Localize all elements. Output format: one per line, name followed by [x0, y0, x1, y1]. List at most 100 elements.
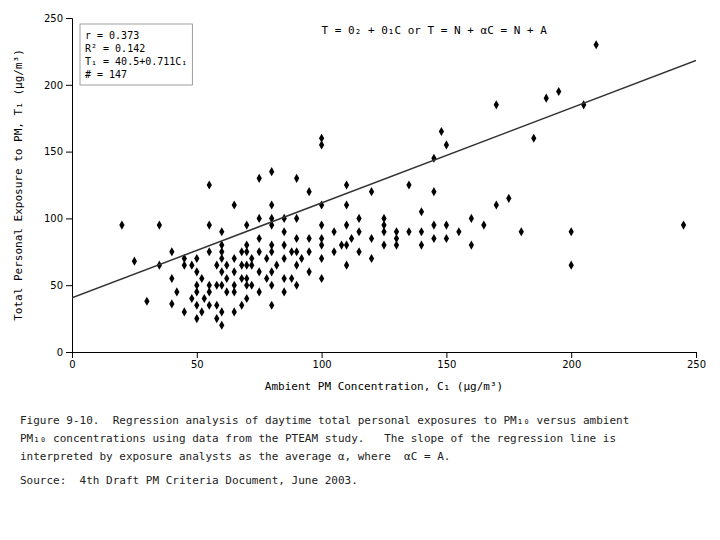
point — [182, 307, 187, 316]
point — [244, 294, 249, 303]
point — [481, 221, 486, 230]
annotation-text: # = 147 — [85, 69, 127, 80]
point — [556, 87, 561, 96]
tick: 150 — [44, 146, 72, 157]
point — [282, 274, 287, 283]
tick: 100 — [44, 213, 72, 224]
point — [294, 234, 299, 243]
tick-label: 50 — [191, 359, 204, 370]
point — [194, 254, 199, 263]
point — [469, 241, 474, 250]
point — [406, 180, 411, 189]
point — [469, 214, 474, 223]
point — [444, 140, 449, 149]
point — [219, 321, 224, 330]
tick: 50 — [191, 352, 204, 370]
point — [394, 227, 399, 236]
point — [169, 274, 174, 283]
point — [381, 214, 386, 223]
point — [169, 247, 174, 256]
tick: 0 — [69, 352, 75, 370]
point — [282, 287, 287, 296]
point — [294, 214, 299, 223]
tick-mark — [66, 85, 72, 86]
point — [349, 234, 354, 243]
point — [239, 301, 244, 310]
point — [224, 287, 229, 296]
point — [506, 194, 511, 203]
caption: interpreted by exposure analysts as the … — [20, 450, 450, 463]
point — [319, 254, 324, 263]
point — [219, 227, 224, 236]
point — [239, 261, 244, 270]
point — [344, 261, 349, 270]
tick-mark — [696, 352, 697, 358]
point — [232, 254, 237, 263]
tick-label: 50 — [50, 280, 63, 291]
point — [214, 314, 219, 323]
point — [282, 241, 287, 250]
caption: Source: 4th Draft PM Criteria Document, … — [20, 474, 358, 487]
point — [456, 227, 461, 236]
point — [369, 187, 374, 196]
chart: 050100150200250050100150200250Ambient PM… — [0, 0, 720, 540]
point — [319, 221, 324, 230]
tick-mark — [446, 352, 447, 358]
point — [369, 254, 374, 263]
point — [569, 227, 574, 236]
point — [219, 267, 224, 276]
tick-label: 200 — [562, 359, 581, 370]
point — [681, 221, 686, 230]
point — [249, 281, 254, 290]
tick: 200 — [44, 80, 72, 91]
tick-mark — [197, 352, 198, 358]
point — [406, 227, 411, 236]
point — [257, 247, 262, 256]
tick: 50 — [50, 280, 72, 291]
tick-mark — [66, 218, 72, 219]
point — [239, 247, 244, 256]
point — [199, 274, 204, 283]
point — [269, 281, 274, 290]
point — [232, 200, 237, 209]
point — [207, 247, 212, 256]
point — [282, 227, 287, 236]
point — [356, 247, 361, 256]
point — [494, 100, 499, 109]
tick: 250 — [44, 13, 72, 24]
x-axis-title: Ambient PM Concentration, C₁ (μg/m³) — [265, 380, 503, 393]
point — [594, 40, 599, 49]
point — [132, 257, 137, 266]
point — [199, 307, 204, 316]
tick-label: 250 — [44, 13, 63, 24]
point — [269, 167, 274, 176]
point — [264, 254, 269, 263]
point — [331, 227, 336, 236]
point — [319, 274, 324, 283]
tick: 100 — [313, 352, 332, 370]
axis-line — [66, 19, 73, 353]
point — [381, 241, 386, 250]
point — [444, 234, 449, 243]
point — [194, 301, 199, 310]
regression-line — [72, 60, 696, 297]
point — [319, 134, 324, 143]
annotation-text: r = 0.373 — [85, 30, 139, 41]
point — [257, 234, 262, 243]
point — [306, 234, 311, 243]
point — [202, 294, 207, 303]
point — [289, 247, 294, 256]
point — [244, 241, 249, 250]
tick-mark — [66, 18, 72, 19]
point — [207, 301, 212, 310]
point — [207, 281, 212, 290]
point — [214, 261, 219, 270]
tick-label: 250 — [687, 359, 706, 370]
point — [282, 254, 287, 263]
tick: 0 — [57, 347, 72, 358]
tick: 250 — [687, 352, 706, 370]
y-axis: 0 50 100 150 200 250 — [44, 13, 73, 358]
tick-label: 0 — [57, 347, 63, 358]
equation: T = 0₂ + 0₁C or T = N + αC = N + A — [322, 24, 548, 37]
x-axis: 050100150200250 — [69, 352, 706, 370]
